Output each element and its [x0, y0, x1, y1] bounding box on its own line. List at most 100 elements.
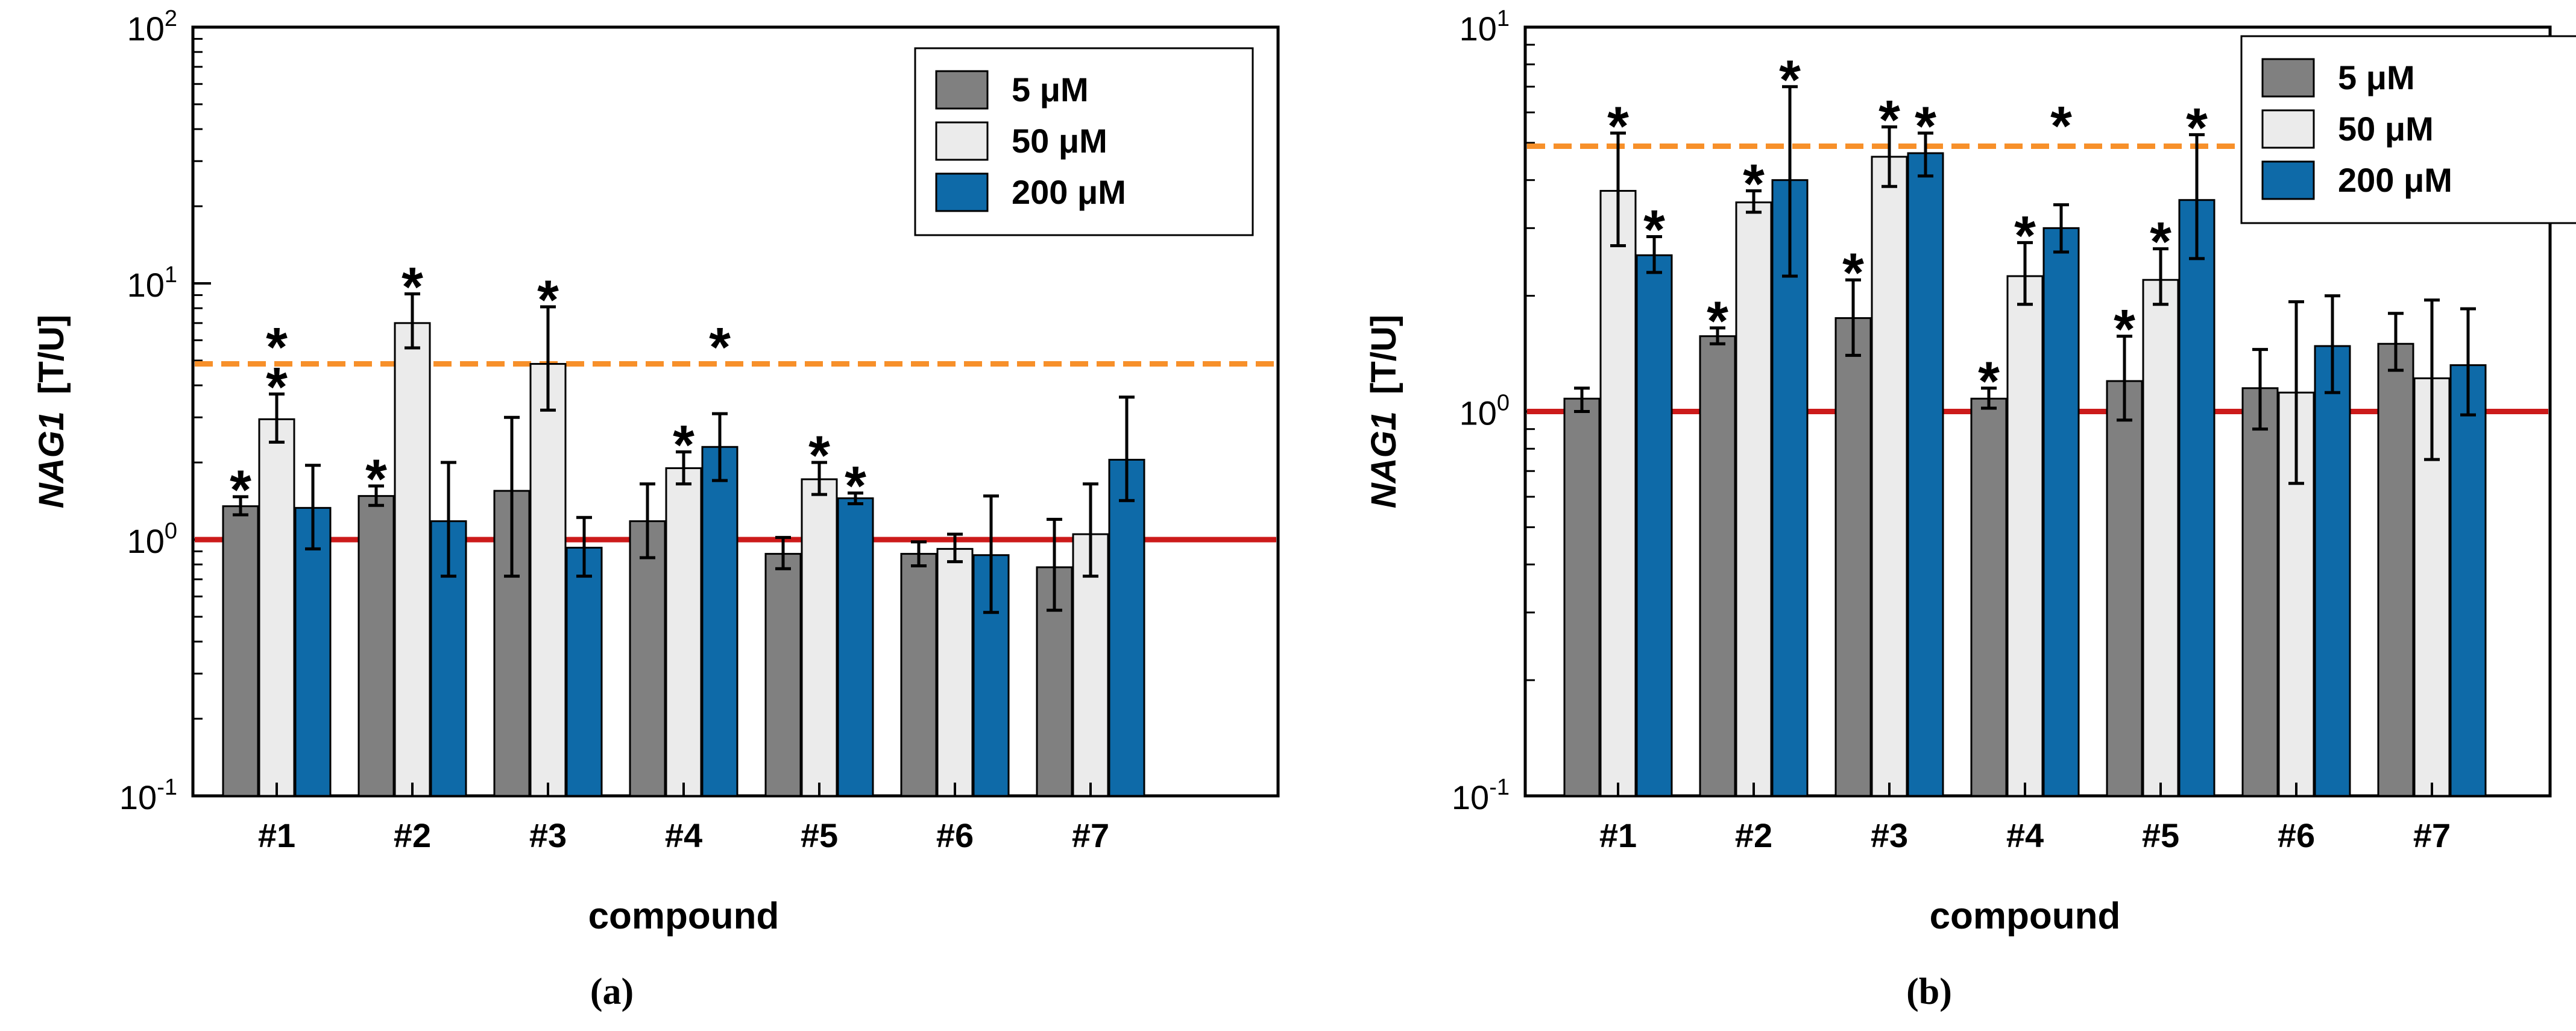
legend: 5 μM 50 μM 200 μM — [2240, 35, 2576, 224]
y-tick-label: 100 — [127, 519, 177, 560]
legend-label: 50 μM — [2338, 110, 2434, 148]
bar-a-c5-s0 — [764, 553, 802, 797]
significance-asterisk: * — [1607, 96, 1629, 157]
significance-asterisk: * — [2014, 205, 2036, 266]
y-axis-label: NAG1 [T/U] — [32, 315, 71, 508]
y-tick-exponent: -1 — [1489, 775, 1510, 800]
x-tick-label: #4 — [665, 816, 702, 854]
y-tick-exponent: 0 — [1497, 391, 1510, 416]
bar-a-c7-s2 — [1108, 459, 1145, 797]
bar-b-c7-s2 — [2449, 364, 2487, 797]
significance-asterisk: * — [230, 459, 251, 521]
significance-asterisk: * — [1643, 200, 1665, 261]
bar-a-c4-s1 — [665, 467, 702, 797]
x-axis-label: compound — [588, 895, 779, 937]
significance-asterisk: * — [1842, 242, 1864, 304]
y-tick-label: 10-1 — [119, 775, 177, 816]
y-tick-label: 102 — [127, 6, 177, 48]
significance-asterisk: * — [402, 256, 423, 318]
x-tick-label: #5 — [801, 816, 838, 854]
x-tick-label: #6 — [936, 816, 974, 854]
y-tick-label: 101 — [1460, 6, 1510, 48]
y-tick-label: 100 — [1460, 391, 1510, 432]
bar-b-c7-s0 — [2377, 342, 2414, 797]
legend-label: 5 μM — [2338, 58, 2415, 96]
bar-b-c5-s0 — [2106, 380, 2143, 797]
significance-asterisk: * — [2114, 299, 2135, 361]
bar-b-c1-s2 — [1636, 254, 1673, 797]
significance-asterisk: * — [1915, 96, 1936, 157]
x-tick-label: #3 — [529, 816, 567, 854]
bar-a-c4-s2 — [701, 446, 738, 797]
bar-a-c7-s1 — [1072, 533, 1109, 797]
bar-b-c1-s1 — [1599, 190, 1637, 797]
bar-a-c5-s1 — [801, 478, 838, 797]
bar-a-c6-s0 — [900, 553, 937, 797]
x-tick-label: #1 — [1599, 816, 1637, 854]
x-tick-label: #1 — [258, 816, 295, 854]
y-axis-label-gene: NAG1 — [32, 411, 71, 508]
significance-asterisk: * — [673, 414, 694, 476]
bar-b-c2-s0 — [1699, 335, 1736, 797]
legend-swatch — [2261, 109, 2315, 149]
bar-b-c3-s2 — [1907, 152, 1944, 797]
bar-b-c5-s1 — [2142, 279, 2179, 797]
bar-a-c1-s1 — [258, 418, 295, 797]
significance-asterisk: * — [709, 317, 731, 378]
panel-caption: (b) — [1906, 971, 1952, 1012]
x-tick-label: #3 — [1871, 816, 1908, 854]
y-axis-label-unit: [T/U] — [32, 315, 71, 394]
x-tick-label: #2 — [1735, 816, 1772, 854]
y-tick-base: 10 — [127, 522, 165, 560]
x-tick-label: #6 — [2278, 816, 2315, 854]
significance-asterisk: * — [365, 449, 387, 510]
significance-asterisk: * — [266, 357, 288, 418]
bar-a-c2-s1 — [394, 322, 431, 797]
significance-asterisk: * — [845, 456, 866, 517]
legend-label: 200 μM — [2338, 161, 2452, 199]
panel-caption: (a) — [590, 971, 634, 1012]
y-axis-label-unit: [T/U] — [1364, 315, 1403, 394]
legend-label: 200 μM — [1012, 173, 1126, 211]
significance-asterisk: * — [266, 317, 288, 378]
legend-swatch — [935, 70, 989, 110]
y-tick-exponent: 1 — [1497, 6, 1510, 31]
legend-swatch — [935, 172, 989, 212]
legend-swatch — [2261, 160, 2315, 200]
significance-asterisk: * — [808, 425, 830, 487]
bar-b-c2-s1 — [1735, 201, 1772, 797]
significance-asterisk: * — [1707, 291, 1728, 352]
y-tick-exponent: 0 — [165, 519, 177, 544]
y-axis-label-gene: NAG1 — [1364, 411, 1403, 508]
legend-swatch — [935, 121, 989, 161]
y-tick-base: 10 — [127, 10, 165, 48]
x-tick-label: #5 — [2142, 816, 2179, 854]
x-tick-label: #4 — [2006, 816, 2044, 854]
y-tick-exponent: 1 — [165, 262, 177, 288]
bar-b-c5-s2 — [2178, 199, 2215, 797]
x-axis-label: compound — [1930, 895, 2121, 937]
bar-b-c3-s0 — [1834, 317, 1872, 797]
bar-a-c6-s1 — [936, 547, 974, 797]
y-tick-base: 10 — [127, 266, 165, 304]
legend-label: 50 μM — [1012, 122, 1107, 160]
significance-asterisk: * — [2150, 212, 2171, 273]
bar-b-c4-s2 — [2042, 227, 2080, 797]
significance-asterisk: * — [2186, 97, 2208, 159]
legend: 5 μM 50 μM 200 μM — [914, 47, 1254, 236]
y-tick-exponent: 2 — [165, 6, 177, 31]
bar-a-c3-s2 — [565, 546, 603, 797]
y-tick-exponent: -1 — [157, 775, 177, 800]
legend-swatch — [2261, 58, 2315, 98]
y-axis-label: NAG1 [T/U] — [1364, 315, 1403, 508]
significance-asterisk: * — [1743, 154, 1765, 215]
y-tick-base: 10 — [119, 778, 157, 816]
significance-asterisk: * — [1878, 90, 1900, 151]
bar-a-c3-s1 — [529, 363, 567, 797]
bar-b-c4-s0 — [1970, 397, 2008, 797]
x-tick-label: #2 — [394, 816, 431, 854]
bar-a-c4-s0 — [629, 520, 666, 797]
